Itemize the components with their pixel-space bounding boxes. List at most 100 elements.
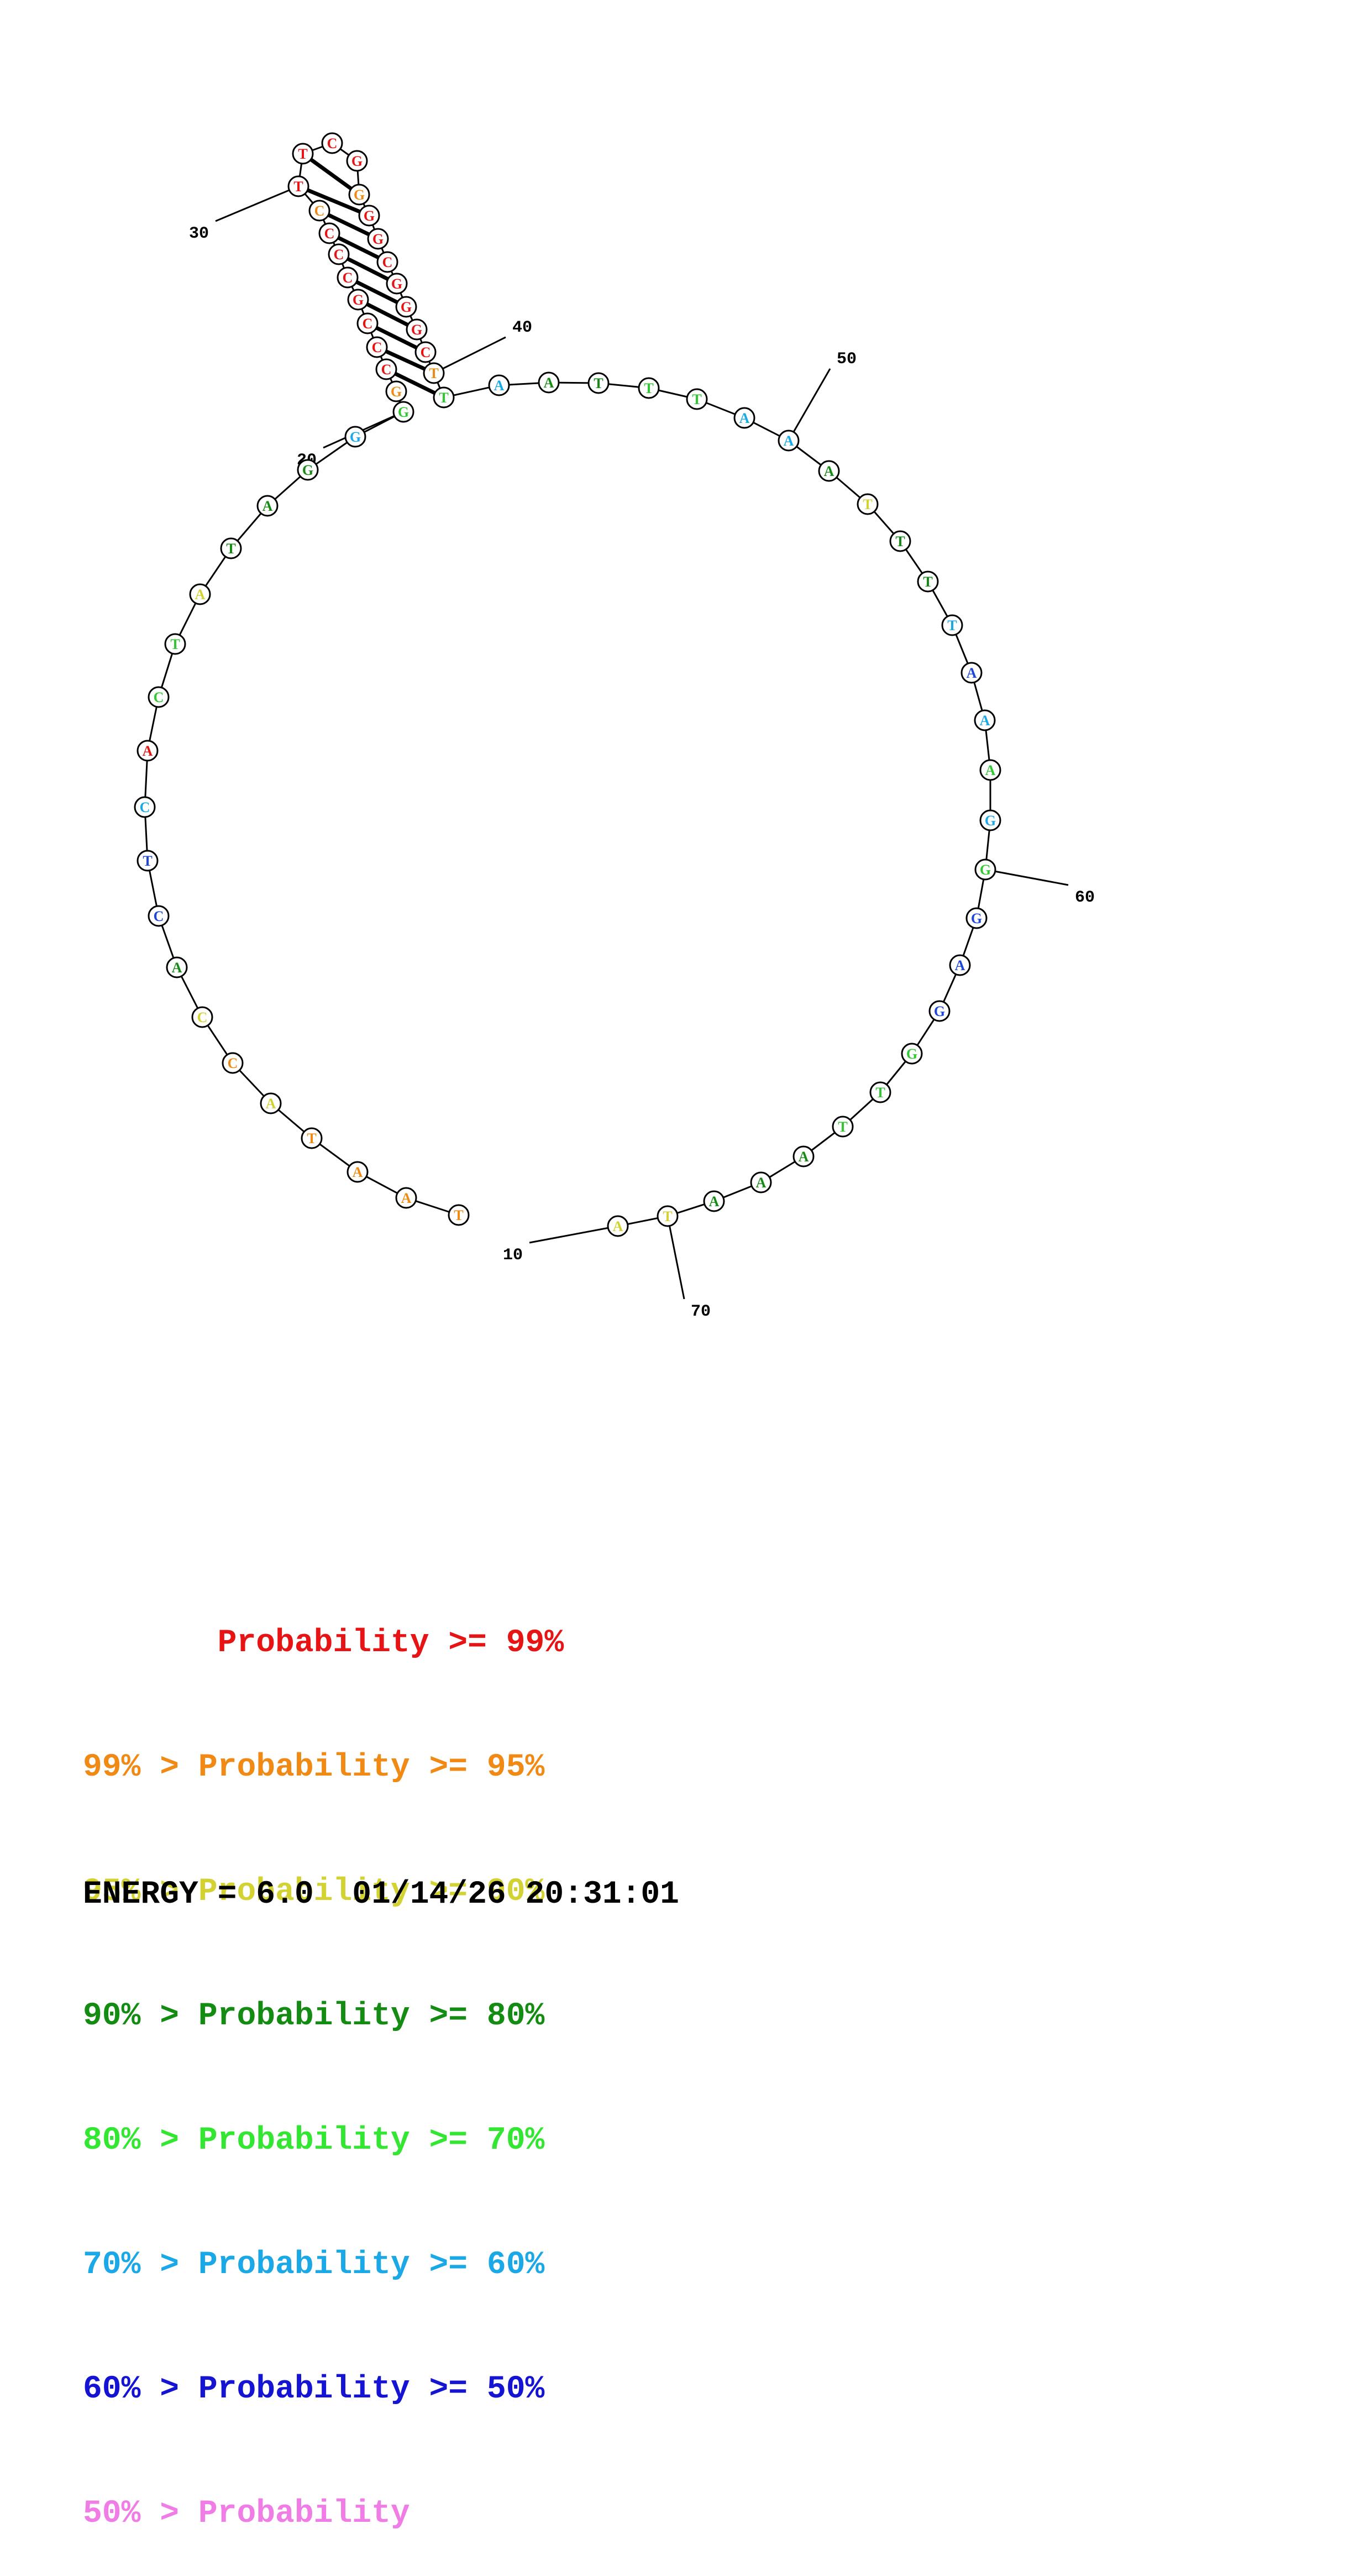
nucleotide: G: [395, 296, 417, 318]
nucleotide: T: [433, 386, 455, 409]
nucleotide-letter: G: [906, 1046, 917, 1062]
nucleotide: T: [832, 1116, 854, 1138]
nucleotide: T: [423, 362, 445, 384]
nucleotide-circle: [928, 1000, 951, 1022]
nucleotide-circle: [406, 318, 428, 341]
nucleotide-circle: [137, 850, 159, 872]
nucleotide-circle: [134, 796, 156, 818]
nucleotide: T: [448, 1204, 470, 1226]
nucleotide-circle: [376, 251, 398, 273]
nucleotide: C: [318, 222, 340, 244]
nucleotide: T: [287, 175, 309, 197]
position-tick: [529, 1225, 618, 1244]
nucleotide-letter: G: [391, 276, 402, 292]
nucleotide-letter: A: [756, 1175, 767, 1191]
nucleotide: C: [414, 341, 437, 363]
nucleotide: C: [337, 266, 359, 289]
nucleotide-letter: A: [195, 587, 206, 603]
nucleotide-circle: [318, 222, 340, 244]
nucleotide: A: [733, 407, 755, 429]
nucleotide-circle: [395, 296, 417, 318]
nucleotide: G: [367, 228, 389, 250]
nucleotide-circle: [818, 460, 840, 482]
nucleotide-circle: [488, 374, 510, 396]
nucleotide-letter: A: [613, 1218, 623, 1234]
nucleotide-letter: C: [382, 254, 393, 270]
nucleotide-letter: T: [439, 390, 448, 406]
legend-row: 60% > Probability >= 50%: [83, 2371, 545, 2407]
legend-row: Probability >= 99%: [83, 1625, 564, 1661]
nucleotide-circle: [367, 228, 389, 250]
nucleotide: A: [607, 1215, 629, 1237]
nucleotide-letter: G: [411, 322, 422, 338]
nucleotide: C: [148, 686, 170, 708]
nucleotide: G: [901, 1043, 923, 1065]
nucleotide-circle: [297, 459, 319, 481]
nucleotide: T: [137, 850, 159, 872]
nucleotide-circle: [974, 858, 996, 881]
nucleotide: A: [488, 374, 510, 396]
nucleotide-letter: T: [663, 1208, 672, 1224]
nucleotide-circle: [148, 686, 170, 708]
nucleotide-circle: [974, 709, 996, 731]
nucleotide-circle: [638, 377, 660, 399]
base-pair-bond: [318, 208, 379, 241]
nucleotide-letter: C: [154, 908, 164, 924]
nucleotide-circle: [607, 1215, 629, 1237]
nucleotide-circle: [949, 954, 971, 976]
nucleotide: G: [347, 289, 369, 311]
nucleotide: C: [148, 905, 170, 927]
nucleotide-circle: [347, 1161, 369, 1183]
nucleotide-letter: C: [381, 362, 392, 378]
nucleotide-letter: A: [544, 375, 554, 391]
legend-row: 90% > Probability >= 80%: [83, 1998, 545, 2034]
nucleotide-circle: [321, 132, 343, 154]
nucleotide-letter: C: [154, 689, 164, 705]
probability-legend: Probability >= 99% 99% > Probability >= …: [83, 1540, 564, 2576]
position-label: 60: [1075, 888, 1095, 907]
nucleotide: C: [222, 1052, 244, 1074]
nucleotide-letter: T: [298, 146, 307, 162]
nucleotide-letter: G: [985, 813, 996, 829]
nucleotide: T: [941, 614, 963, 636]
nucleotide: T: [220, 537, 242, 559]
nucleotide: C: [375, 358, 397, 380]
nucleotide: T: [857, 493, 879, 515]
nucleotide-circle: [414, 341, 437, 363]
nucleotide-circle: [538, 371, 560, 394]
legend-row: 95% > Probability >= 90%: [83, 1874, 545, 1910]
nucleotide-letter: A: [824, 463, 834, 479]
position-tick: [666, 1216, 685, 1300]
nucleotide: G: [346, 150, 368, 172]
nucleotide-circle: [703, 1190, 725, 1212]
nucleotide-letter: G: [391, 384, 402, 400]
energy-line: ENERGY = 6.0 01/14/26 20:31:01: [83, 1877, 679, 1913]
nucleotide-circle: [256, 495, 279, 517]
nucleotide-circle: [292, 143, 314, 165]
nucleotide-circle: [889, 530, 911, 552]
nucleotide: T: [292, 143, 314, 165]
nucleotide: A: [778, 430, 800, 452]
nucleotide-circle: [337, 266, 359, 289]
nucleotide: G: [928, 1000, 951, 1022]
nucleotide: G: [348, 184, 370, 206]
position-label: 50: [837, 350, 857, 369]
structure-diagram: 10203040506070 TAATACCACTCACTATAGGGGCCCG…: [134, 132, 1095, 1321]
nucleotide-circle: [657, 1205, 679, 1227]
nucleotide-circle: [166, 956, 188, 978]
base-pair-bond: [347, 275, 407, 309]
base-pair-bond: [338, 252, 398, 286]
nucleotide: G: [386, 273, 408, 295]
nucleotide-letter: C: [372, 339, 382, 355]
nucleotide-circle: [301, 1127, 323, 1149]
nucleotide-letter: T: [863, 496, 872, 512]
nucleotide-letter: T: [454, 1207, 463, 1223]
nucleotide: A: [395, 1187, 417, 1209]
nucleotide-letter: G: [351, 153, 363, 169]
nucleotide-circle: [832, 1116, 854, 1138]
nucleotide-circle: [191, 1006, 213, 1028]
nucleotide-letter: T: [170, 636, 180, 652]
nucleotide-circle: [448, 1204, 470, 1226]
nucleotide-circle: [423, 362, 445, 384]
nucleotide: A: [960, 662, 983, 684]
